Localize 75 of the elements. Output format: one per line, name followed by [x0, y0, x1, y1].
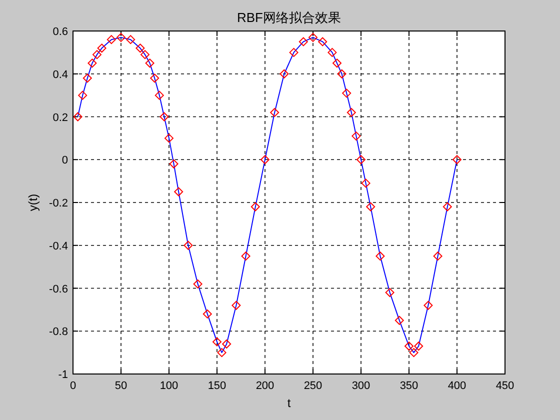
x-tick-label: 400: [448, 380, 466, 392]
point: [342, 88, 352, 98]
point: [394, 316, 404, 325]
point: [78, 90, 88, 100]
point: [361, 178, 370, 188]
point: [116, 32, 126, 42]
point: [250, 202, 260, 212]
point: [356, 155, 366, 164]
point: [212, 337, 222, 346]
point: [160, 112, 169, 122]
point: [73, 112, 82, 122]
point: [289, 48, 298, 57]
x-tick-label: 300: [352, 380, 370, 392]
point: [433, 252, 442, 261]
point: [409, 348, 418, 358]
y-tick-label: 0.2: [52, 112, 68, 124]
point: [308, 32, 318, 42]
point: [184, 240, 193, 250]
point: [328, 48, 337, 57]
point: [452, 155, 462, 164]
point: [404, 342, 414, 351]
point: [140, 50, 150, 60]
point: [106, 35, 116, 44]
point: [232, 300, 241, 310]
point: [97, 44, 106, 53]
x-axis-title: t: [287, 396, 292, 410]
x-tick-label: 250: [304, 380, 322, 392]
point: [164, 134, 174, 143]
point: [346, 108, 356, 117]
x-tick-label: 100: [160, 380, 178, 392]
point: [150, 74, 160, 83]
point: [270, 108, 280, 117]
y-tick-label: 0: [62, 154, 68, 167]
point: [414, 342, 424, 351]
y-axis-title: y(t): [26, 194, 40, 212]
point: [260, 155, 270, 164]
point: [217, 348, 226, 358]
x-tick-label: 0: [70, 380, 76, 392]
y-tick-label: -0.6: [49, 283, 68, 296]
x-tick-label: 350: [400, 380, 418, 392]
point: [280, 69, 289, 78]
point: [126, 35, 136, 44]
point: [332, 58, 342, 68]
point: [352, 132, 361, 141]
point: [318, 37, 328, 46]
point: [337, 69, 346, 78]
point: [174, 187, 184, 196]
point: [88, 58, 97, 68]
point: [222, 339, 232, 348]
x-tick-label: 150: [208, 380, 226, 392]
y-tick-label: -0.8: [49, 326, 68, 338]
point: [145, 58, 154, 68]
point: [442, 202, 452, 212]
x-tick-label: 450: [496, 380, 514, 392]
x-tick-label: 200: [256, 380, 274, 392]
y-tick-label: 0.6: [52, 26, 68, 38]
point: [298, 37, 308, 46]
y-tick-label: -0.4: [49, 240, 68, 252]
point: [385, 288, 394, 298]
point: [136, 44, 145, 53]
y-tick-label: -1: [58, 369, 68, 381]
chart-title: RBF网络拟合效果: [237, 10, 341, 25]
y-tick-label: 0.4: [52, 68, 68, 81]
point: [154, 90, 164, 100]
point: [424, 300, 433, 310]
y-tick-label: -0.2: [49, 198, 68, 210]
point: [202, 309, 212, 318]
point: [169, 159, 178, 168]
point: [366, 202, 376, 212]
x-tick-label: 50: [114, 380, 128, 392]
point: [193, 279, 202, 288]
point: [376, 252, 385, 261]
point: [241, 252, 250, 261]
point: [82, 74, 92, 83]
point: [92, 50, 102, 60]
